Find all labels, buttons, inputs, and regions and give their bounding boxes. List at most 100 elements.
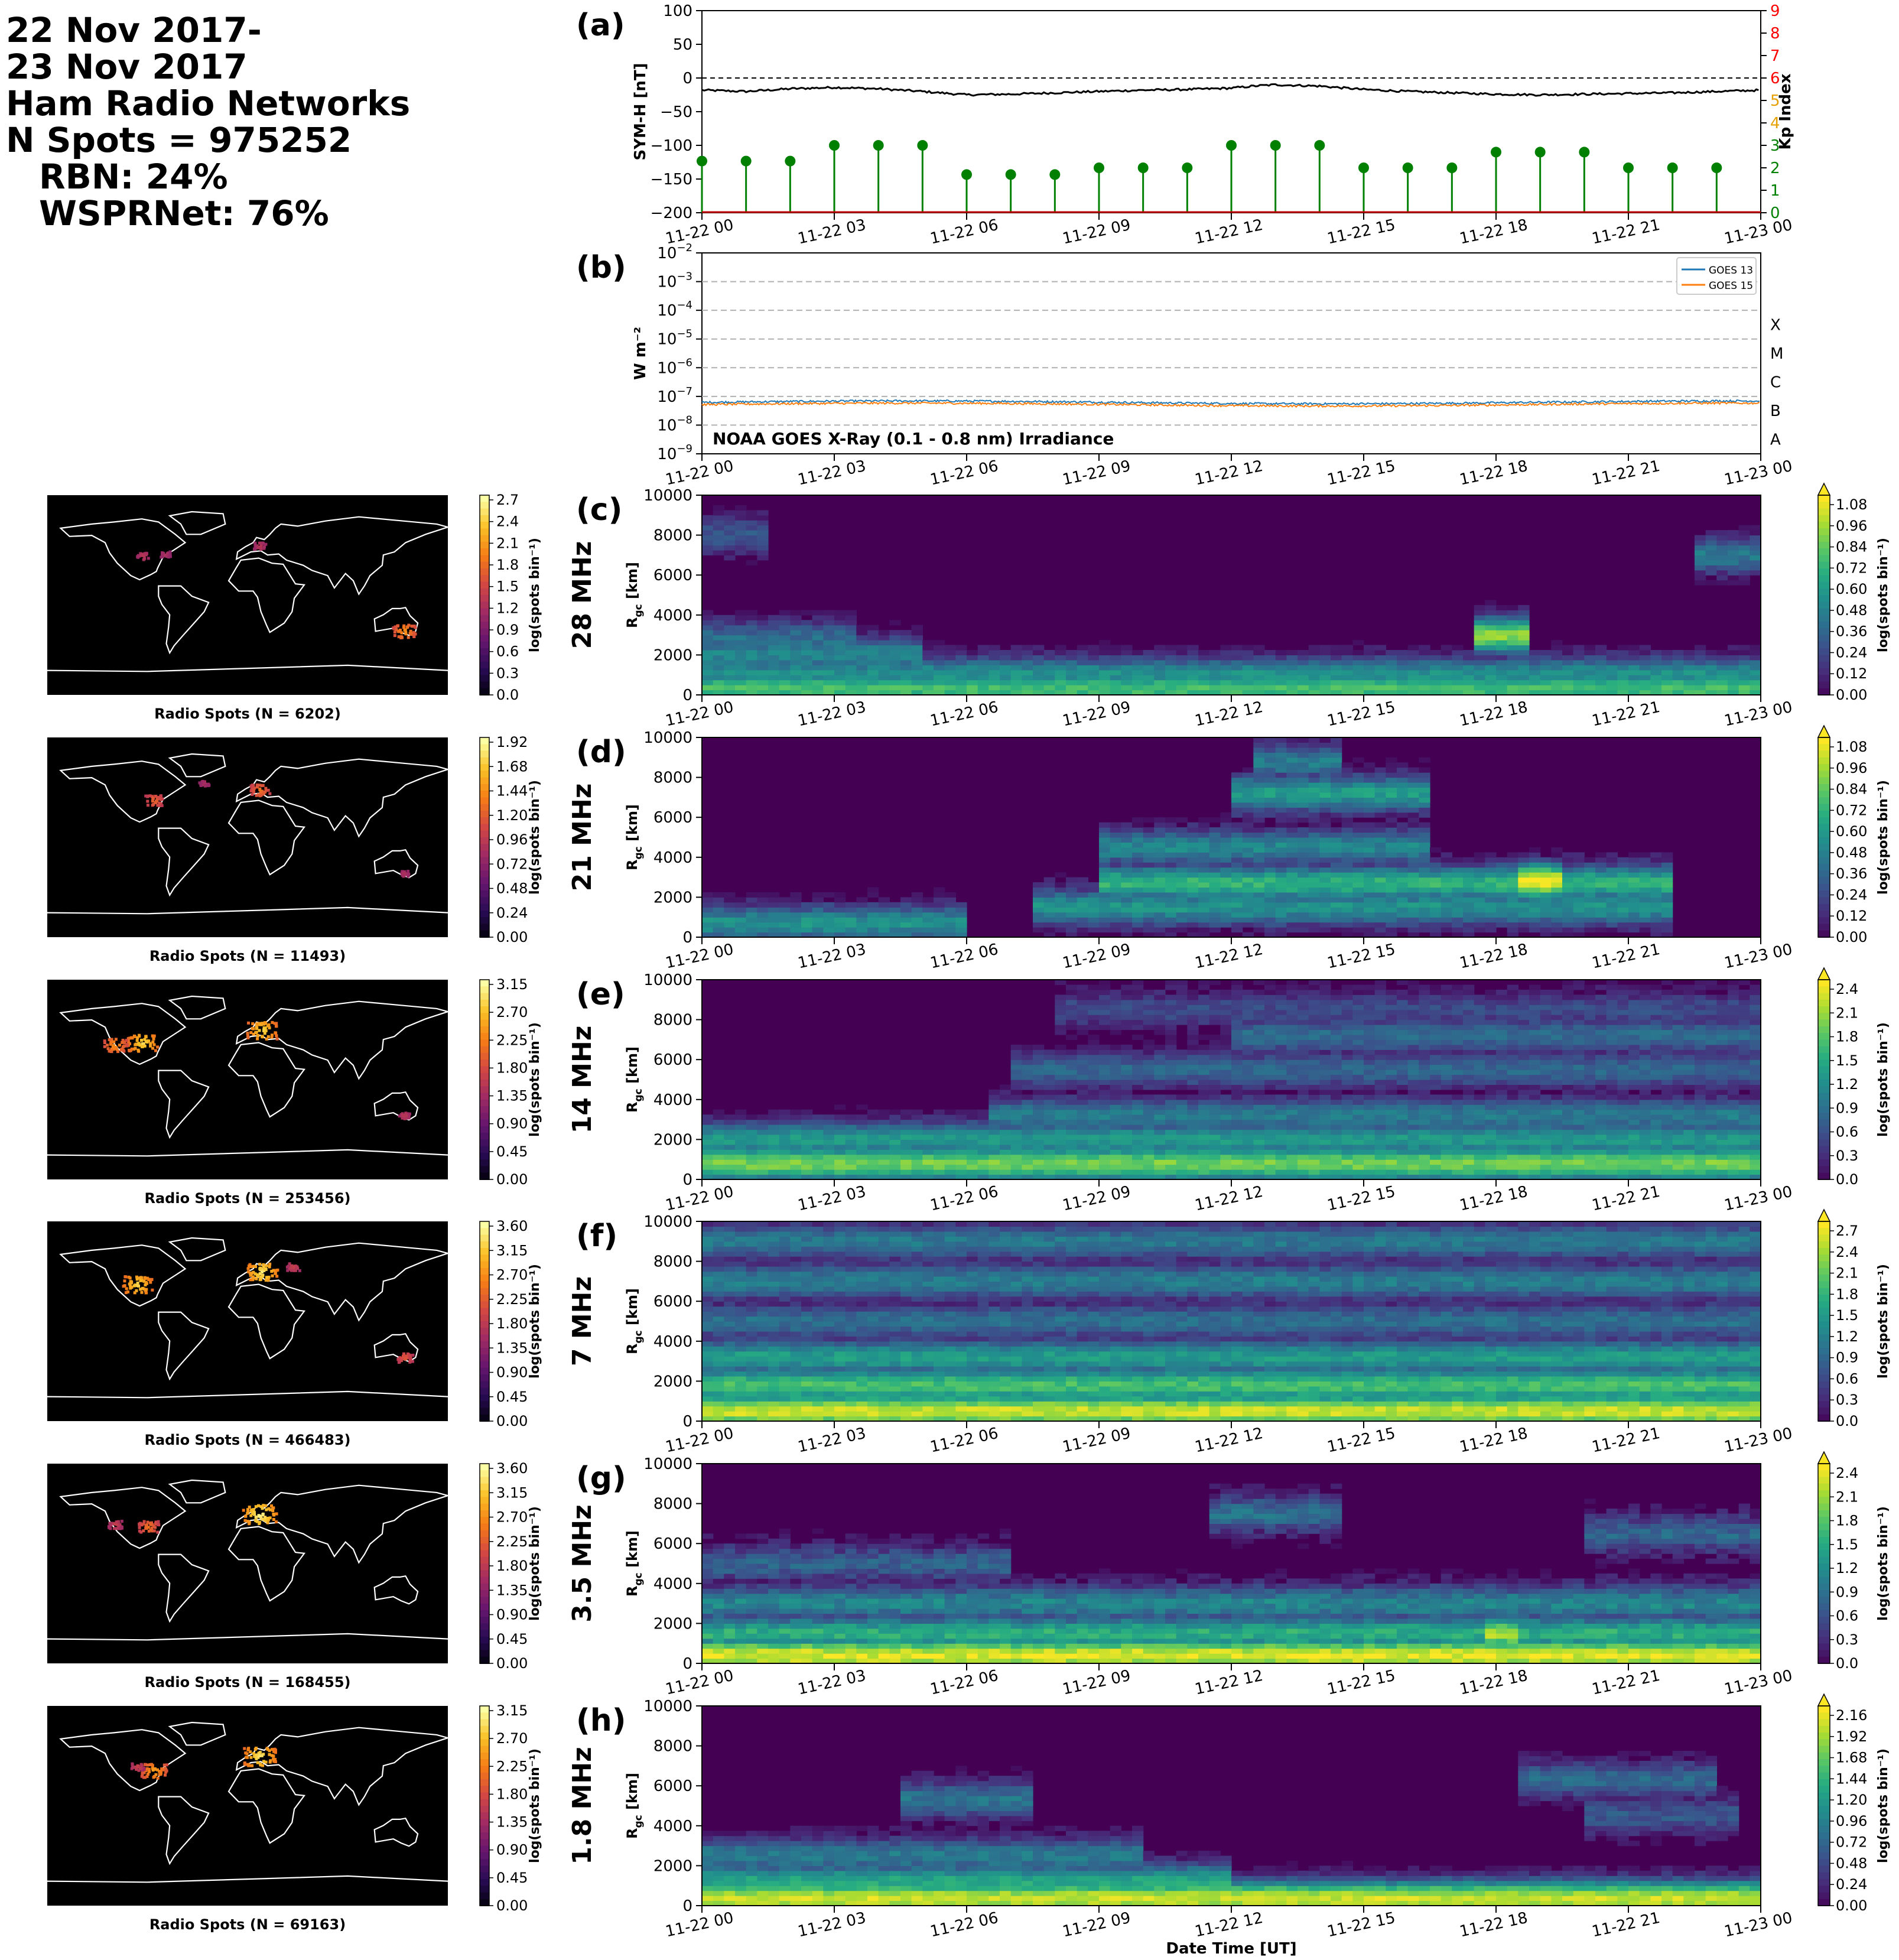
heatmap-cell	[1738, 655, 1750, 661]
heatmap-cell	[1110, 645, 1121, 651]
heatmap-cell	[1242, 892, 1254, 898]
heatmap-cell	[1551, 857, 1563, 863]
heatmap-cell	[1617, 902, 1629, 908]
heatmap-cell	[988, 1139, 1000, 1145]
heatmap-cell	[1242, 1064, 1254, 1070]
heatmap-cell	[1165, 872, 1177, 878]
heatmap-cell	[1066, 1124, 1078, 1130]
heatmap-cell	[1132, 1099, 1144, 1105]
heatmap-cell	[1231, 792, 1243, 798]
heatmap-cell	[1386, 772, 1397, 778]
heatmap-cell	[1187, 665, 1199, 671]
heatmap-cell	[1154, 675, 1166, 681]
heatmap-cell	[1364, 777, 1376, 783]
heatmap-cell	[1606, 665, 1618, 671]
heatmap-cell	[746, 1119, 757, 1125]
heatmap-cell	[1496, 867, 1508, 873]
heatmap-cell	[1264, 807, 1276, 813]
heatmap-cell	[934, 645, 945, 651]
heatmap-cell	[1010, 1070, 1022, 1075]
heatmap-cell	[1364, 812, 1376, 818]
heatmap-cell	[988, 669, 1000, 675]
heatmap-cell	[1639, 872, 1651, 878]
heatmap-cell	[746, 545, 757, 551]
heatmap-cell	[1419, 767, 1430, 773]
heatmap-cell	[1617, 907, 1629, 913]
spot-pixel	[142, 1042, 145, 1045]
heatmap-cell	[1055, 1174, 1066, 1180]
heatmap-cell	[934, 927, 945, 933]
heatmap-cell	[955, 669, 967, 675]
heatmap-cell	[746, 1159, 757, 1165]
heatmap-cell	[1407, 867, 1419, 873]
heatmap-cell	[1165, 675, 1177, 681]
heatmap-cell	[900, 932, 912, 938]
heatmap-cell	[1374, 659, 1386, 665]
spot-pixel	[268, 1026, 271, 1030]
heatmap-cell	[1275, 747, 1287, 753]
heatmap-cell	[1121, 1089, 1133, 1095]
heatmap-cell	[1231, 787, 1243, 793]
heatmap-cell	[1728, 685, 1739, 691]
heatmap-cell	[1341, 842, 1353, 848]
heatmap-cell	[1650, 912, 1662, 918]
heatmap-cell	[1110, 842, 1121, 848]
heatmap-cell	[1705, 545, 1717, 551]
panel-b-xtick-label: 11-22 12	[1194, 457, 1265, 489]
heatmap-cell	[1121, 650, 1133, 655]
heatmap-cell	[1319, 669, 1331, 675]
heatmap-cell	[1386, 757, 1397, 763]
heatmap-cell	[1474, 604, 1485, 610]
heatmap-cell	[900, 907, 912, 913]
spot-pixel	[406, 1112, 409, 1116]
heatmap-cell	[1231, 837, 1243, 843]
map-colorbar-tick-label: 2.7	[496, 492, 519, 508]
heatmap-cell	[1352, 797, 1364, 803]
map-colorbar-tick-label: 0.90	[496, 1116, 528, 1132]
heatmap-cell	[1440, 675, 1452, 681]
heatmap-cell	[1352, 887, 1364, 893]
heatmap-cell	[845, 680, 857, 685]
heatmap-cell	[779, 690, 791, 695]
heatmap-cell	[1298, 675, 1309, 681]
spot-pixel	[266, 788, 270, 792]
heatmap-cell	[1132, 1059, 1144, 1065]
heatmap-cell	[1275, 1144, 1287, 1150]
heatmap-cell	[1419, 882, 1430, 888]
heatmap-cell	[812, 690, 824, 695]
spot-pixel	[258, 784, 262, 787]
heatmap-cell	[1110, 1164, 1121, 1170]
heatmap-cell	[1033, 1149, 1045, 1155]
heatmap-cell	[955, 690, 967, 695]
heatmap-cell	[1286, 659, 1298, 665]
heatmap-cell	[1154, 690, 1166, 695]
heatmap-cell	[779, 912, 791, 918]
heatmap-cell	[1220, 812, 1232, 818]
heatmap-cell	[1584, 927, 1596, 933]
heatmap-cell	[1187, 1149, 1199, 1155]
heatmap-cell	[1407, 892, 1419, 898]
kp-point	[873, 140, 884, 151]
heatmap-cell	[1264, 782, 1276, 788]
heatmap-cell	[801, 932, 813, 938]
heatmap-cell	[1617, 650, 1629, 655]
heatmap-cell	[1165, 1135, 1177, 1140]
heatmap-cell	[1386, 842, 1397, 848]
heatmap-cell	[1319, 812, 1331, 818]
heatmap-cell	[1033, 1094, 1045, 1100]
heatmap-cell	[790, 1135, 802, 1140]
heatmap-cell	[1463, 659, 1475, 665]
heatmap-cell	[1055, 897, 1066, 903]
map-colorbar-step	[480, 522, 489, 529]
heatmap-panel-28-MHz: Radio Spots (N = 6202)2.72.42.11.81.51.2…	[47, 482, 1891, 722]
heatmap-cell	[934, 1139, 945, 1145]
heatmap-panel-21-MHz: Radio Spots (N = 11493)1.921.681.441.200…	[47, 724, 1891, 964]
heatmap-cell	[1264, 892, 1276, 898]
heatmap-cell	[1099, 685, 1111, 691]
heatmap-cell	[1319, 772, 1331, 778]
map-colorbar-step	[480, 541, 489, 550]
heatmap-cell	[1033, 1174, 1045, 1180]
heatmap-cell	[1386, 847, 1397, 853]
heatmap-cell	[713, 650, 724, 655]
heatmap-cell	[1728, 675, 1739, 681]
